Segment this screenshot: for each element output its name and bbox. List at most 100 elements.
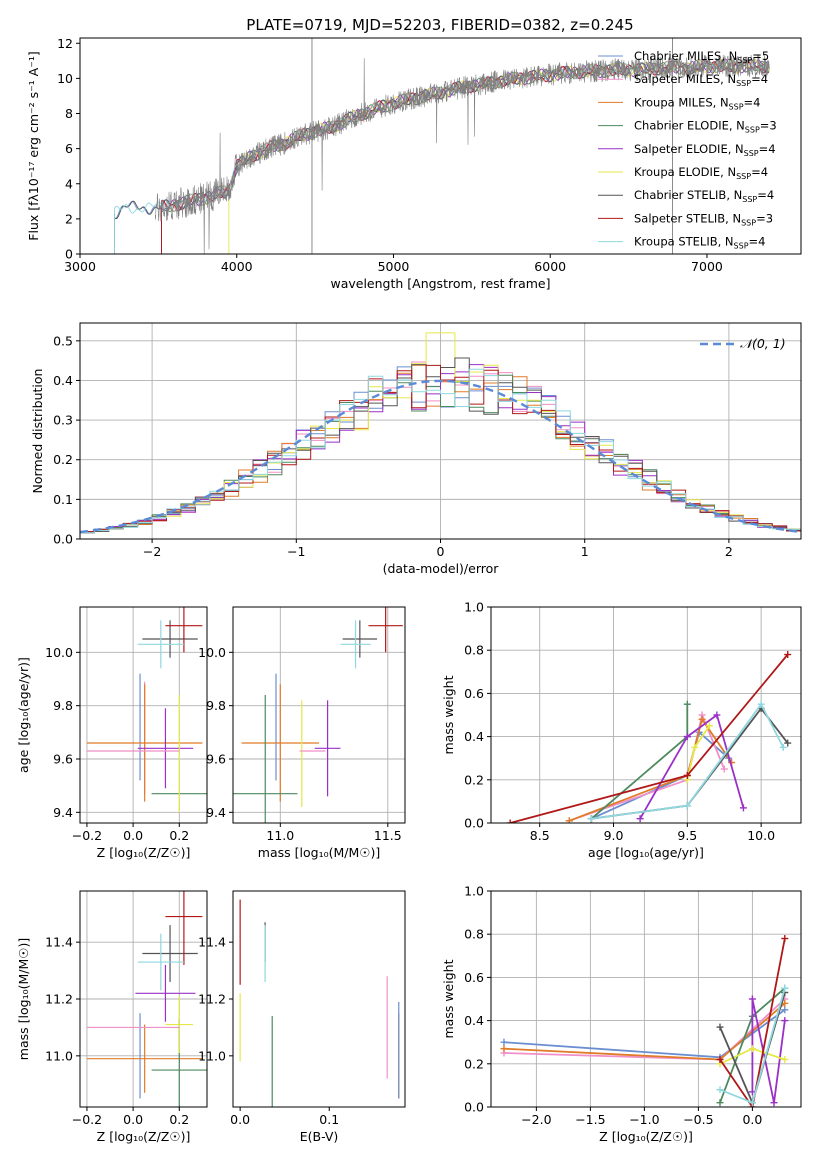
legend-label: Chabrier ELODIE, NSSP=3 bbox=[634, 119, 777, 135]
x-tick-label: −2 bbox=[143, 544, 161, 559]
y-axis-label: age [log₁₀(age/yr)] bbox=[16, 657, 31, 773]
x-axis-label: Z [log₁₀(Z/Z☉)] bbox=[97, 1129, 191, 1144]
weight-series-line bbox=[719, 938, 786, 1107]
y-tick-label: 0.4 bbox=[464, 1013, 484, 1028]
x-tick-label: 1 bbox=[581, 544, 589, 559]
plot-frame bbox=[490, 606, 802, 824]
y-tick-label: 11.2 bbox=[198, 992, 226, 1007]
histogram-series bbox=[80, 368, 801, 534]
y-tick-label: 9.8 bbox=[206, 698, 226, 713]
observed-spectrum-line bbox=[154, 54, 770, 254]
plot-frame bbox=[79, 37, 802, 255]
legend-suffix: =4 bbox=[751, 72, 768, 86]
x-tick-label: 0.2 bbox=[169, 1112, 189, 1127]
weight-vs-age-panel: 8.5 9.0 9.5 10.0 0.0 0.2 0.4 0.6 0.8 1.0 age [log₁… bbox=[441, 600, 802, 860]
x-tick-label: −1.5 bbox=[575, 1112, 605, 1127]
x-axis-label: mass [log₁₀(M/M☉)] bbox=[258, 845, 380, 860]
residuals-panel: −2 −1 0 1 2 0.0 0.1 0.2 0.3 0.4 0.5 (data-model)/er… bbox=[30, 322, 802, 576]
y-tick-label: 0.0 bbox=[53, 532, 73, 547]
legend-subscript: SSP bbox=[736, 172, 751, 181]
legend-suffix: =4 bbox=[757, 188, 774, 202]
plot-frame bbox=[232, 890, 406, 1108]
x-axis-label: Z [log₁₀(Z/Z☉)] bbox=[97, 845, 191, 860]
age-vs-metallicity-panel: −0.2 0.0 0.2 9.4 9.6 9.8 10.0 Z [log₁₀(Z/Z☉)] ag… bbox=[16, 606, 208, 860]
x-tick-label: 11.0 bbox=[266, 828, 294, 843]
y-tick-label: 11.0 bbox=[45, 1048, 73, 1063]
x-tick-label: −0.5 bbox=[683, 1112, 713, 1127]
y-tick-label: 2 bbox=[65, 211, 73, 226]
legend-subscript: SSP bbox=[734, 242, 749, 251]
x-tick-label: −2.0 bbox=[521, 1112, 551, 1127]
plot-area bbox=[500, 935, 789, 1107]
y-tick-label: 12 bbox=[57, 36, 73, 51]
x-tick-label: 9.5 bbox=[677, 828, 697, 843]
legend-label: 𝒩(0, 1) bbox=[740, 336, 786, 351]
legend-label: Kroupa STELIB, NSSP=4 bbox=[634, 235, 765, 251]
x-axis-label: wavelength [Angstrom, rest frame] bbox=[330, 276, 550, 291]
legend-label: Salpeter MILES, NSSP=4 bbox=[634, 72, 768, 88]
x-tick-label: 2 bbox=[725, 544, 733, 559]
plot-frame bbox=[232, 606, 406, 824]
legend-label: Salpeter STELIB, NSSP=3 bbox=[634, 211, 773, 227]
y-tick-label: 11.2 bbox=[45, 992, 73, 1007]
legend-suffix: =3 bbox=[760, 119, 777, 133]
y-tick-label: 10 bbox=[57, 71, 73, 86]
gaussian-curve bbox=[80, 379, 799, 534]
x-tick-label: 10.0 bbox=[747, 828, 775, 843]
legend-label: Chabrier STELIB, NSSP=4 bbox=[634, 188, 774, 204]
y-tick-label: 10.0 bbox=[198, 645, 226, 660]
y-tick-label: 8 bbox=[65, 106, 73, 121]
plot-area bbox=[86, 607, 207, 813]
weight-vs-metallicity-panel: −2.0 −1.5 −1.0 −0.5 0.0 0.0 0.2 0.4 0.6 0.8 1.0 Z [… bbox=[441, 884, 802, 1144]
plot-area bbox=[86, 891, 207, 1107]
weight-series-line bbox=[509, 653, 789, 823]
x-tick-label: 3000 bbox=[64, 259, 96, 274]
y-tick-label: 11.4 bbox=[45, 935, 73, 950]
spectrum-panel: 3000 4000 5000 6000 7000 0 2 4 6 8 10 12 wavelength … bbox=[26, 36, 802, 291]
plot-area bbox=[239, 899, 400, 1107]
legend-label: Chabrier MILES, NSSP=5 bbox=[634, 49, 769, 65]
legend-subscript: SSP bbox=[737, 56, 752, 65]
legend-suffix: =4 bbox=[759, 142, 776, 156]
legend-label: Kroupa ELODIE, NSSP=4 bbox=[634, 165, 768, 181]
y-axis-label: mass weight bbox=[441, 675, 456, 754]
x-axis-label: age [log₁₀(age/yr)] bbox=[588, 845, 704, 860]
plot-area bbox=[506, 651, 792, 823]
weight-series-line bbox=[568, 717, 733, 822]
y-tick-label: 0.8 bbox=[464, 927, 484, 942]
x-tick-label: −1.0 bbox=[629, 1112, 659, 1127]
y-tick-label: 0.8 bbox=[464, 643, 484, 658]
legend-suffix: =4 bbox=[749, 235, 766, 249]
x-tick-label: 4000 bbox=[221, 259, 253, 274]
x-tick-label: 0.1 bbox=[319, 1112, 339, 1127]
legend-subscript: SSP bbox=[745, 126, 760, 135]
y-tick-label: 0.3 bbox=[53, 413, 73, 428]
x-axis-label: E(B-V) bbox=[300, 1129, 339, 1144]
y-tick-label: 0.0 bbox=[464, 816, 484, 831]
plot-area bbox=[233, 607, 403, 823]
y-tick-label: 0.6 bbox=[464, 970, 484, 985]
legend-label: Kroupa MILES, NSSP=4 bbox=[634, 95, 760, 111]
x-tick-label: 9.0 bbox=[604, 828, 624, 843]
y-tick-label: 0 bbox=[65, 247, 73, 262]
y-tick-label: 10.0 bbox=[45, 645, 73, 660]
x-tick-label: 8.5 bbox=[530, 828, 550, 843]
plot-frame bbox=[490, 890, 802, 1108]
figure-title: PLATE=0719, MJD=52203, FIBERID=0382, z=0… bbox=[246, 16, 633, 34]
y-tick-label: 0.2 bbox=[53, 452, 73, 467]
legend-label: Salpeter ELODIE, NSSP=4 bbox=[634, 142, 776, 158]
y-tick-label: 9.6 bbox=[206, 752, 226, 767]
x-tick-label: 0.0 bbox=[123, 1112, 143, 1127]
y-tick-label: 0.2 bbox=[464, 772, 484, 787]
age-vs-mass-panel: 11.0 11.5 9.4 9.6 9.8 10.0 mass [log₁₀(M/M☉)] bbox=[198, 606, 406, 860]
y-tick-label: 9.6 bbox=[53, 752, 73, 767]
y-tick-label: 9.4 bbox=[206, 805, 226, 820]
x-tick-label: 0 bbox=[437, 544, 445, 559]
x-tick-label: 0.0 bbox=[230, 1112, 250, 1127]
x-tick-label: −1 bbox=[287, 544, 305, 559]
y-tick-label: 0.5 bbox=[53, 333, 73, 348]
x-axis-label: Z [log₁₀(Z/Z☉)] bbox=[599, 1129, 693, 1144]
y-tick-label: 0.1 bbox=[53, 492, 73, 507]
weight-series-line bbox=[639, 713, 745, 820]
legend-suffix: =5 bbox=[752, 49, 769, 63]
